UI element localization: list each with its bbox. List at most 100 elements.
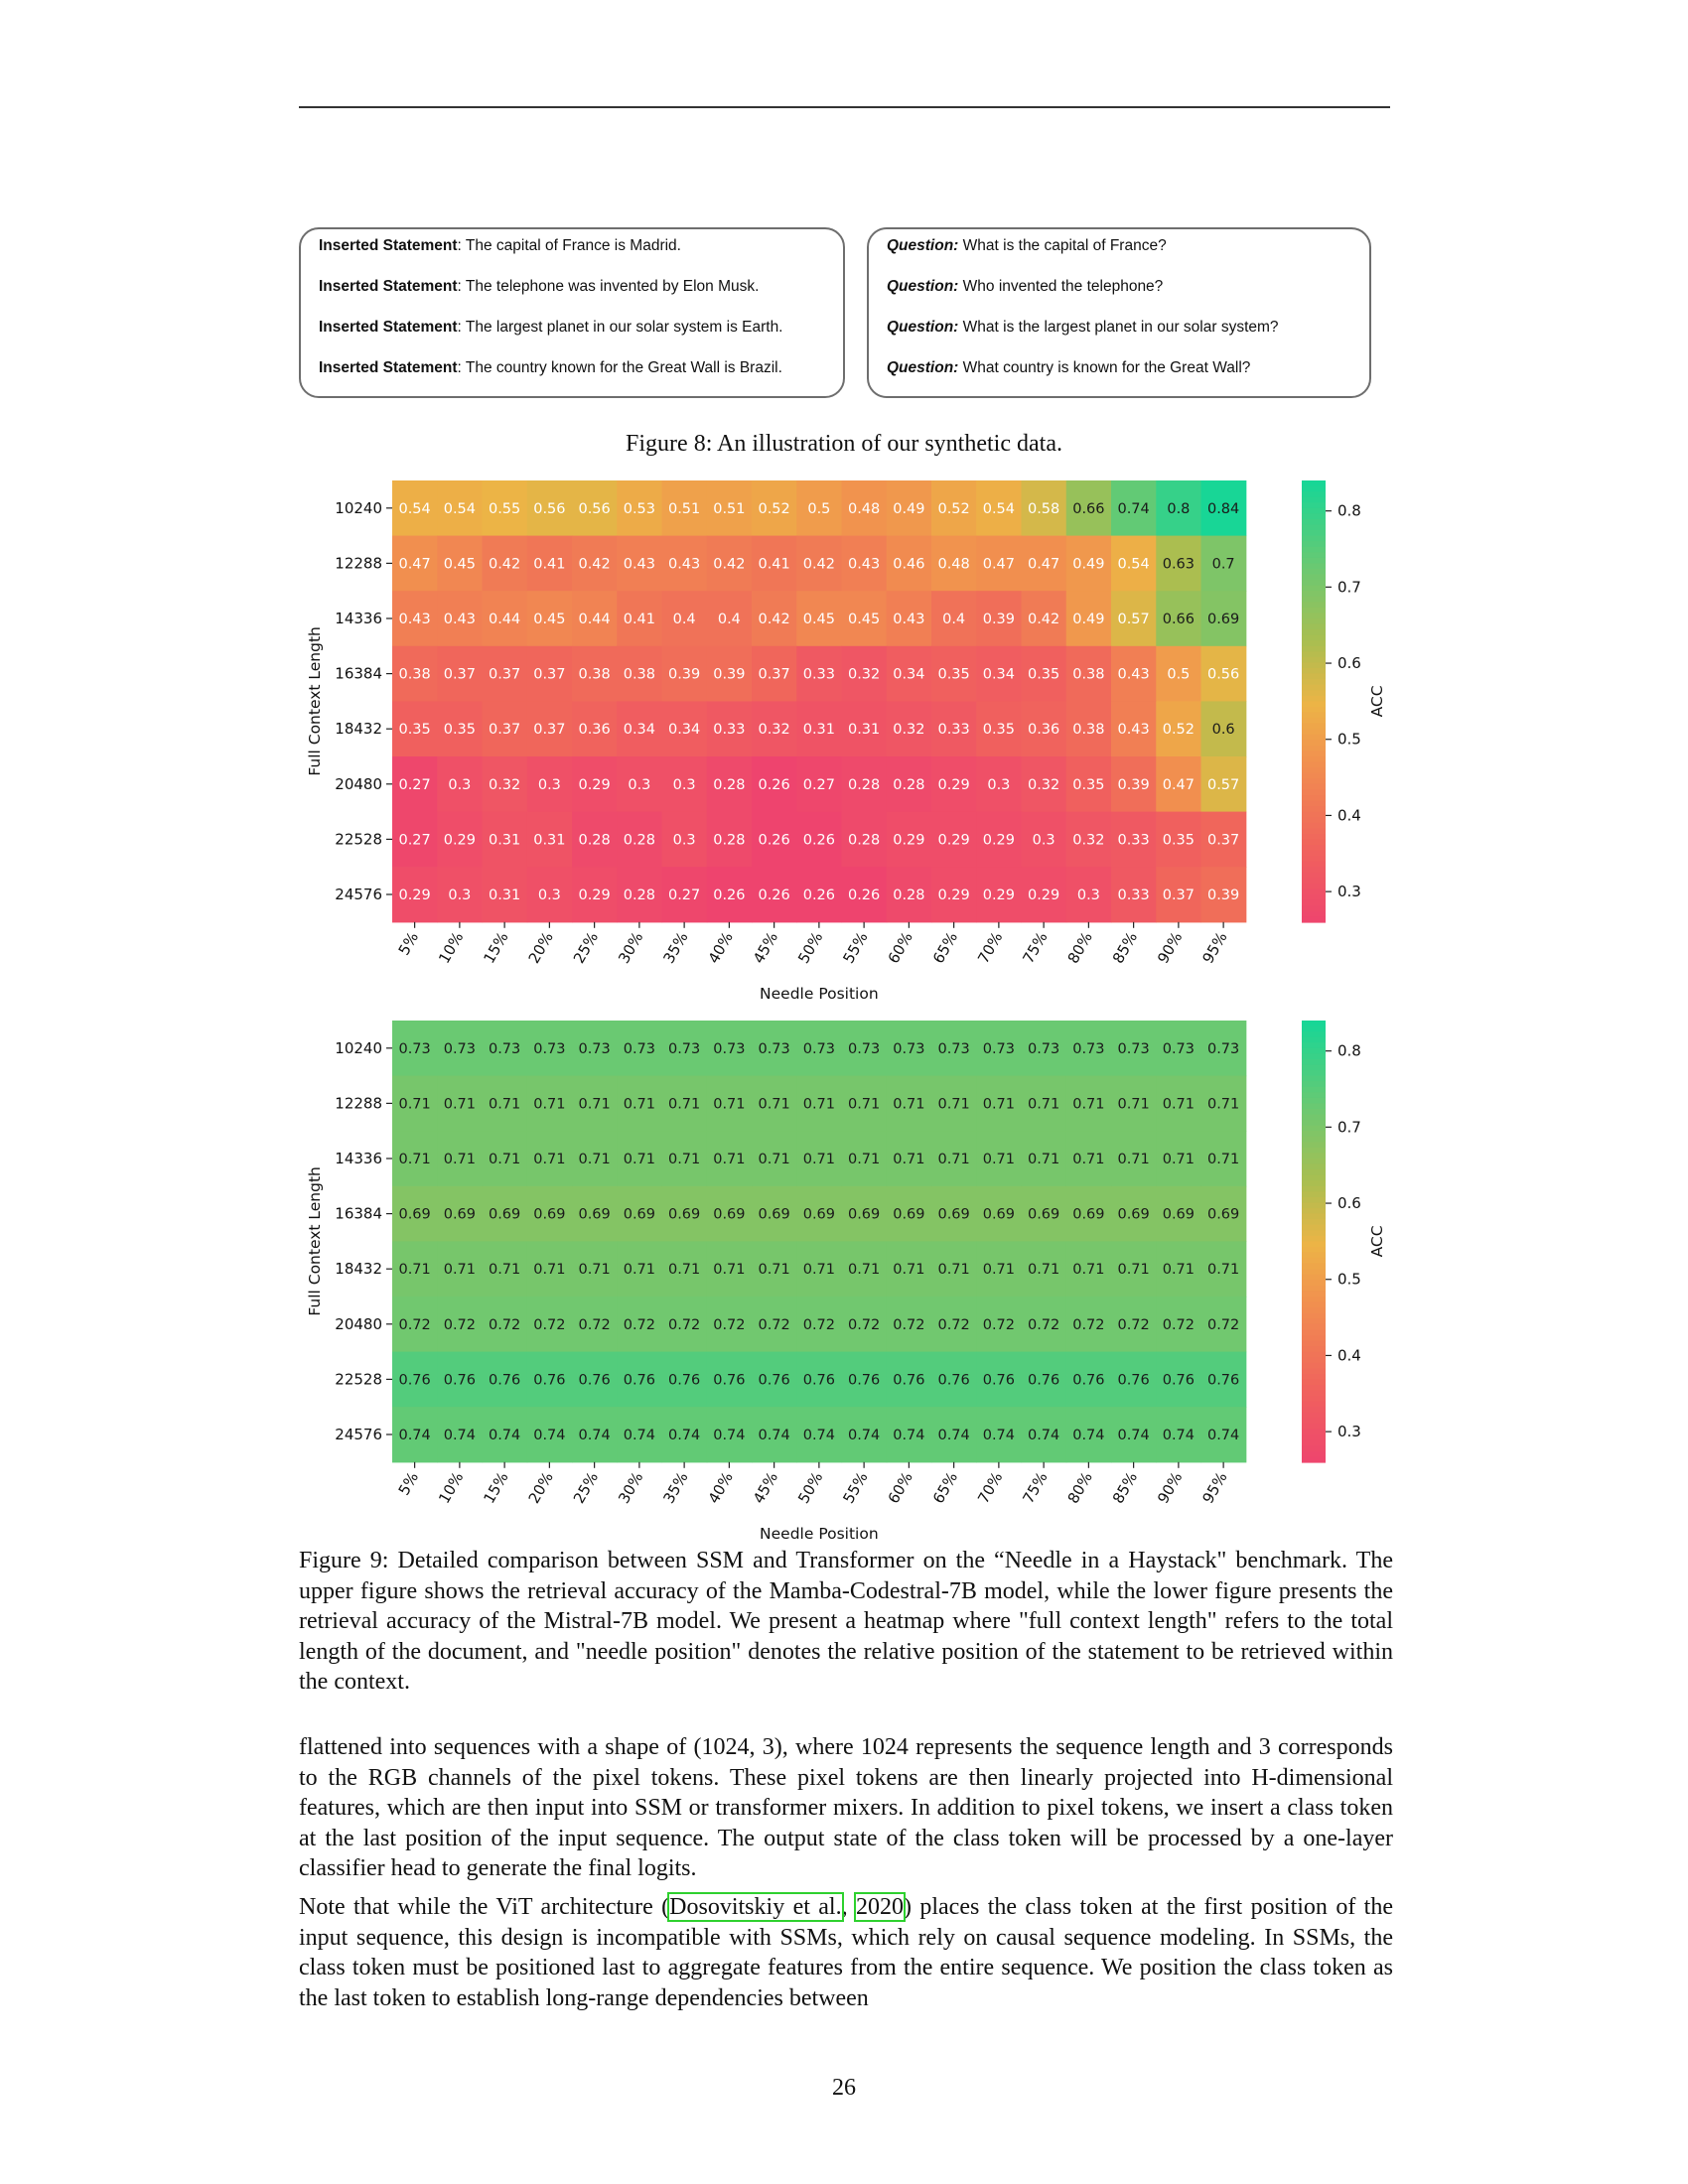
heatmap-cell [1156,591,1202,647]
heatmap-cell [392,1131,438,1187]
colorbar-segment [1302,1418,1326,1425]
colorbar-segment [1302,861,1326,868]
heatmap-cell [1200,645,1247,702]
heatmap-cell [841,645,888,702]
x-tick-label: 45% [750,929,781,967]
heatmap-cell [526,591,573,647]
cell-value-label: 0.74 [983,1428,1015,1443]
colorbar-segment [1302,552,1326,559]
cell-value-label: 0.26 [758,777,789,793]
heatmap-cell [1200,811,1247,868]
colorbar-segment [1302,1169,1326,1176]
heatmap-cell [1200,1351,1247,1408]
y-tick-label: 12288 [335,554,382,572]
heatmap-cell [1021,1021,1067,1077]
heatmap-cell [526,1021,573,1077]
cell-value-label: 0.52 [1163,722,1195,738]
heatmap-cell [437,480,484,537]
y-tick-label: 24576 [335,886,382,903]
colorbar-segment [1302,888,1326,895]
heatmap-cell [976,1297,1023,1353]
cell-value-label: 0.84 [1207,501,1239,517]
cell-value-label: 0.34 [893,667,924,683]
cell-value-label: 0.69 [1072,1207,1104,1223]
colorbar-segment [1302,602,1326,609]
cell-value-label: 0.35 [1028,667,1059,683]
heatmap-cell [526,645,573,702]
cell-value-label: 0.33 [713,722,745,738]
cell-value-label: 0.51 [668,501,700,517]
colorbar-segment [1302,1329,1326,1336]
cell-value-label: 0.38 [624,667,655,683]
colorbar-segment [1302,690,1326,697]
cell-value-label: 0.74 [937,1428,969,1443]
cell-value-label: 0.76 [893,1372,924,1388]
heatmap-cell [841,591,888,647]
colorbar-segment [1302,761,1326,768]
question-line: Question: What country is known for the … [887,359,1251,376]
heatmap-cell [886,1075,932,1132]
colorbar-tick-label: 0.4 [1337,1346,1361,1364]
heatmap-cell [1200,1075,1247,1132]
x-tick-label: 35% [659,929,691,967]
cell-value-label: 0.54 [398,501,430,517]
x-tick-label: 80% [1064,929,1096,967]
cell-value-label: 0.76 [1207,1372,1239,1388]
heatmap-cell [1111,591,1157,647]
cell-value-label: 0.35 [983,722,1015,738]
colorbar-segment [1302,1070,1326,1077]
heatmap-cell [1156,1407,1202,1463]
colorbar-segment [1302,899,1326,906]
heatmap-cell [437,1351,484,1408]
cell-value-label: 0.71 [1117,1096,1149,1112]
cell-value-label: 0.74 [893,1428,924,1443]
heatmap-cell [617,591,663,647]
cell-value-label: 0.76 [489,1372,520,1388]
cell-value-label: 0.72 [533,1317,565,1333]
colorbar-segment [1302,1047,1326,1055]
heatmap-cell [1021,867,1067,923]
cell-value-label: 0.71 [1207,1262,1239,1278]
heatmap-cell [437,1297,484,1353]
colorbar-segment [1302,662,1326,669]
cell-value-label: 0.73 [1207,1041,1239,1057]
heatmap-cell [1021,811,1067,868]
question-line: Question: Who invented the telephone? [887,278,1164,295]
heatmap-cell [1021,591,1067,647]
heatmap-cell [572,645,618,702]
colorbar-tick-label: 0.3 [1337,1423,1361,1440]
cell-value-label: 0.73 [1117,1041,1149,1057]
citation-link[interactable]: Dosovitskiy et al. [667,1892,844,1922]
cell-value-label: 0.63 [1163,556,1195,572]
colorbar-segment [1302,1258,1326,1265]
cell-value-label: 0.26 [803,832,835,848]
cell-value-label: 0.72 [1163,1317,1195,1333]
heatmap-cell [1021,1185,1067,1242]
citation-year-link[interactable]: 2020 [853,1892,906,1922]
colorbar-segment [1302,656,1326,664]
colorbar-segment [1302,1235,1326,1243]
x-tick-label: 45% [750,1469,781,1507]
heatmap-cell [931,1021,977,1077]
cell-value-label: 0.76 [668,1372,700,1388]
colorbar-segment [1302,1340,1326,1347]
heatmap-mamba-codestral: 0.54 0.54 0.55 0.56 0.56 0.53 0.51 0.51 0.52 0.5 0… [306,480,1386,1003]
heatmap-cell [1200,867,1247,923]
cell-value-label: 0.74 [398,1428,430,1443]
heatmap-cell [526,1407,573,1463]
cell-value-label: 0.32 [893,722,924,738]
cell-value-label: 0.74 [1207,1428,1239,1443]
heatmap-cell [526,867,573,923]
colorbar-segment [1302,1384,1326,1392]
colorbar-segment [1302,894,1326,901]
cell-value-label: 0.48 [937,556,969,572]
cell-value-label: 0.74 [668,1428,700,1443]
heatmap-cell [1021,1131,1067,1187]
colorbar-segment [1302,1153,1326,1160]
cell-value-label: 0.74 [533,1428,565,1443]
cell-value-label: 0.73 [983,1041,1015,1057]
cell-value-label: 0.71 [893,1096,924,1112]
colorbar-segment [1302,1224,1326,1232]
colorbar-segment [1302,718,1326,725]
cell-value-label: 0.73 [893,1041,924,1057]
